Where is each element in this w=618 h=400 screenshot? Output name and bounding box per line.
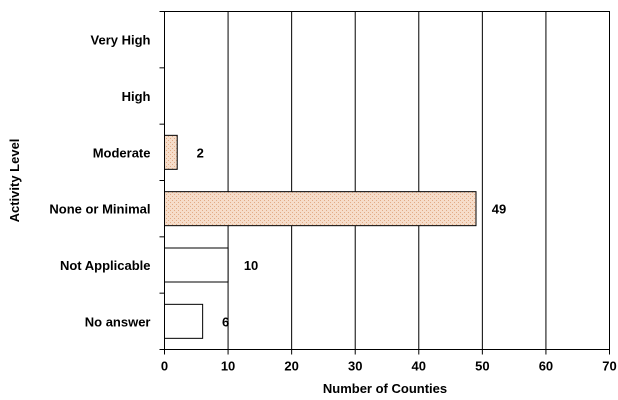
plot-area [164,11,610,350]
bar [164,247,229,283]
category-labels: Very High High Moderate None or Minimal Not … [49,33,150,330]
category-label: Very High [91,33,151,48]
data-label: 2 [197,145,204,160]
category-label: No answer [85,314,151,329]
data-labels: 2 49 10 6 [197,145,507,329]
x-tick-label: 10 [221,359,235,374]
x-axis-title: Number of Counties [323,381,447,396]
x-tick-label: 60 [539,359,553,374]
category-label: Moderate [93,145,151,160]
x-tick-label: 70 [602,359,616,374]
gridlines [227,11,547,350]
y-axis-title: Activity Level [7,139,22,223]
x-tick-label: 30 [348,359,362,374]
x-axis-tick-labels: 0 10 20 30 40 50 60 70 [161,359,617,374]
category-label: Not Applicable [60,258,151,273]
data-label: 49 [492,202,506,217]
data-label: 6 [222,314,229,329]
x-tick-label: 20 [284,359,298,374]
data-label: 10 [244,258,258,273]
bar [164,303,204,339]
x-tick-label: 0 [161,359,168,374]
bar [164,191,477,227]
bars [164,134,477,339]
category-label: High [122,89,151,104]
x-tick-label: 50 [475,359,489,374]
category-label: None or Minimal [49,202,150,217]
y-axis-ticks [159,11,165,350]
bar [164,134,178,170]
x-tick-label: 40 [412,359,426,374]
x-axis-ticks [164,349,610,355]
